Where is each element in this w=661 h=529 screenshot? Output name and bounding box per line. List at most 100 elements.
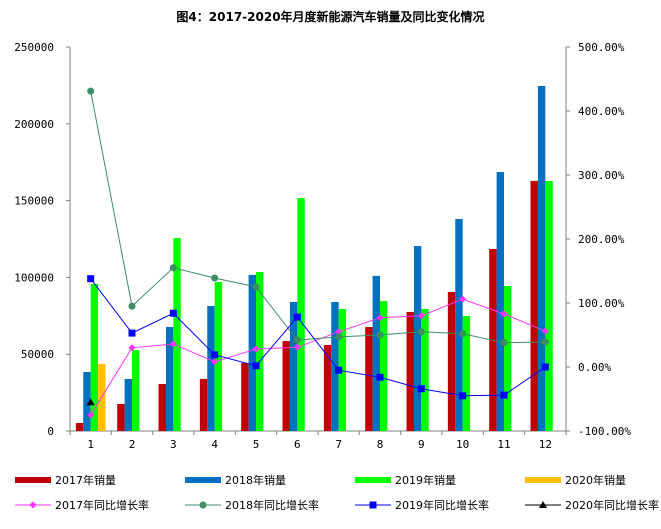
- legend-label: 2017年销量: [55, 473, 116, 487]
- line-point: [293, 336, 301, 344]
- right-tick-label: 0.00%: [578, 361, 611, 374]
- bar: [406, 311, 414, 431]
- line-point: [539, 501, 547, 508]
- x-tick-label: 7: [335, 438, 342, 451]
- bar: [158, 383, 166, 431]
- line-point: [459, 392, 467, 400]
- bar: [124, 378, 132, 431]
- series-line: [90, 278, 546, 397]
- legend-label: 2019年销量: [395, 473, 456, 487]
- chart-title: 图4：2017-2020年月度新能源汽车销量及同比变化情况: [176, 10, 485, 24]
- x-tick-label: 4: [211, 438, 218, 451]
- x-tick-label: 2: [129, 438, 136, 451]
- bar: [537, 86, 546, 431]
- line-point: [459, 330, 467, 338]
- line-point: [459, 295, 467, 303]
- bar: [455, 219, 463, 431]
- line-point: [369, 501, 377, 509]
- line-point: [128, 344, 136, 352]
- bar: [165, 327, 174, 431]
- left-tick-label: 100000: [14, 271, 54, 284]
- bar: [256, 272, 264, 431]
- x-tick-label: 3: [170, 438, 177, 451]
- line-point: [376, 331, 384, 339]
- line-point: [169, 340, 177, 348]
- x-tick-label: 9: [418, 438, 425, 451]
- line-point: [500, 339, 508, 347]
- left-tick-label: 250000: [14, 41, 54, 54]
- legend-swatch: [525, 477, 561, 483]
- left-tick-label: 150000: [14, 195, 54, 208]
- line-point: [335, 328, 343, 336]
- bar: [380, 301, 388, 431]
- line-point: [211, 358, 219, 366]
- line-point: [252, 283, 260, 291]
- line-point: [199, 501, 207, 509]
- right-tick-label: 500.00%: [578, 41, 625, 54]
- bar: [90, 284, 99, 431]
- line-point: [541, 338, 549, 346]
- line-point: [128, 302, 136, 310]
- line-point: [169, 264, 177, 272]
- legend-swatch: [185, 477, 221, 483]
- legend-swatch: [355, 477, 391, 483]
- legend-swatch: [15, 477, 51, 483]
- bar: [207, 305, 215, 431]
- bar: [297, 197, 305, 431]
- right-tick-label: 400.00%: [578, 105, 625, 118]
- legend-label: 2020年销量: [565, 473, 626, 487]
- series-line: [90, 91, 546, 344]
- line-point: [335, 333, 343, 341]
- line-point: [169, 309, 177, 317]
- line-point: [87, 411, 95, 419]
- series-line: [90, 298, 546, 416]
- legend-label: 2020年同比增长率: [565, 498, 659, 512]
- line-point: [87, 87, 95, 95]
- legend-label: 2018年销量: [225, 473, 286, 487]
- line-point: [29, 501, 37, 509]
- bar: [75, 423, 84, 431]
- line-point: [541, 363, 549, 371]
- x-tick-label: 5: [253, 438, 260, 451]
- bar: [289, 301, 298, 431]
- bar: [462, 315, 471, 431]
- bar: [83, 372, 91, 431]
- bar: [282, 340, 290, 431]
- line-point: [211, 351, 219, 359]
- bar: [173, 238, 181, 431]
- left-tick-label: 0: [47, 425, 54, 438]
- line-point: [500, 391, 508, 399]
- line-point: [87, 275, 95, 283]
- bar: [323, 344, 332, 431]
- line-point: [335, 366, 343, 374]
- line-point: [541, 327, 549, 335]
- left-tick-label: 50000: [21, 348, 54, 361]
- bar: [248, 274, 256, 431]
- bar: [447, 291, 456, 431]
- bar: [117, 403, 125, 431]
- x-tick-label: 6: [294, 438, 301, 451]
- line-point: [376, 373, 384, 381]
- bar: [372, 275, 380, 431]
- line-point: [417, 312, 425, 320]
- x-tick-label: 11: [497, 438, 510, 451]
- bar: [241, 362, 249, 431]
- line-point: [252, 362, 260, 370]
- x-tick-label: 1: [87, 438, 94, 451]
- left-tick-label: 200000: [14, 118, 54, 131]
- line-point: [252, 345, 260, 353]
- line-point: [128, 329, 136, 337]
- legend-label: 2019年同比增长率: [395, 498, 489, 512]
- line-point: [86, 398, 95, 406]
- bar: [413, 246, 422, 431]
- bar: [365, 327, 373, 431]
- line-point: [417, 385, 425, 393]
- right-tick-label: -100.00%: [578, 425, 631, 438]
- bar: [504, 286, 512, 431]
- line-point: [417, 328, 425, 336]
- right-tick-label: 100.00%: [578, 297, 625, 310]
- line-point: [293, 343, 301, 351]
- x-tick-label: 12: [539, 438, 552, 451]
- line-point: [293, 313, 301, 321]
- x-tick-label: 8: [377, 438, 384, 451]
